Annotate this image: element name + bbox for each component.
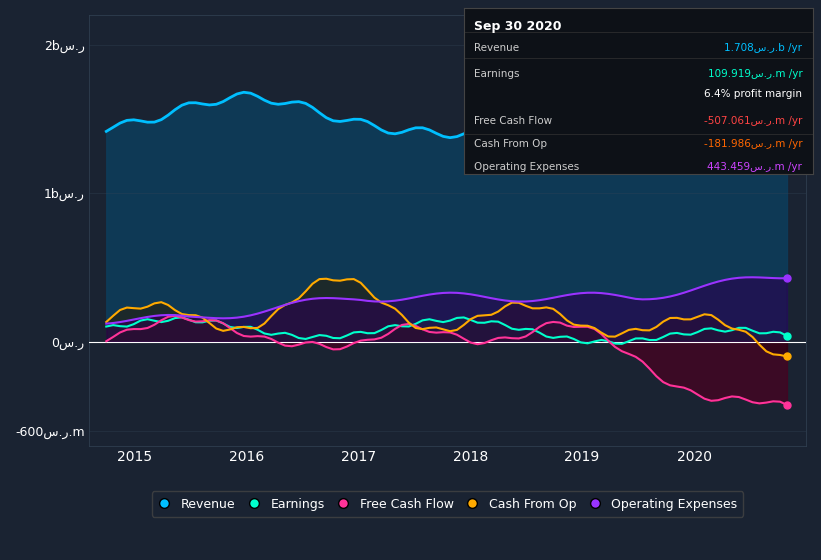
Text: 443.459س.ر.m /yr: 443.459س.ر.m /yr	[708, 162, 802, 172]
Text: Earnings: Earnings	[475, 69, 520, 80]
Text: 1.708س.ر.b /yr: 1.708س.ر.b /yr	[724, 43, 802, 53]
Text: Operating Expenses: Operating Expenses	[475, 162, 580, 172]
Text: Revenue: Revenue	[475, 43, 520, 53]
Text: Free Cash Flow: Free Cash Flow	[475, 116, 553, 126]
Text: Cash From Op: Cash From Op	[475, 139, 548, 149]
Text: -181.986س.ر.m /yr: -181.986س.ر.m /yr	[704, 139, 802, 149]
Text: Sep 30 2020: Sep 30 2020	[475, 20, 562, 33]
Text: -507.061س.ر.m /yr: -507.061س.ر.m /yr	[704, 116, 802, 126]
Legend: Revenue, Earnings, Free Cash Flow, Cash From Op, Operating Expenses: Revenue, Earnings, Free Cash Flow, Cash …	[152, 491, 744, 517]
Text: 6.4% profit margin: 6.4% profit margin	[704, 89, 802, 99]
Text: 109.919س.ر.m /yr: 109.919س.ر.m /yr	[708, 69, 802, 80]
